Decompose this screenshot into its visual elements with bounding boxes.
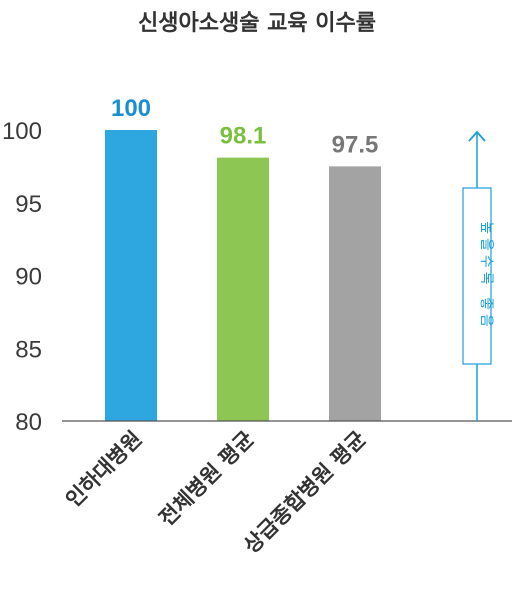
x-tick-label: 인하대병원 xyxy=(61,427,146,512)
y-tick-label: 90 xyxy=(15,264,42,291)
data-label: 100 xyxy=(111,95,151,122)
y-tick-label: 85 xyxy=(15,336,42,363)
data-label: 98.1 xyxy=(220,123,267,150)
bar xyxy=(105,130,157,421)
x-tick-label: 상급종합병원 평균 xyxy=(239,427,370,558)
chart-title: 신생아소생술 교육 이수률 xyxy=(138,11,376,36)
x-tick-label: 전체병원 평균 xyxy=(154,427,258,531)
y-tick-label: 95 xyxy=(15,191,42,218)
y-axis: 80 85 90 95 100 xyxy=(2,118,42,436)
higher-is-better-indicator: 높을수록 좋음 xyxy=(463,132,494,421)
y-tick-label: 80 xyxy=(15,409,42,436)
annotation-text: 높을수록 좋음 xyxy=(478,221,494,331)
bar-series: 100 98.1 97.5 xyxy=(105,95,381,421)
bar xyxy=(217,158,269,421)
y-tick-label: 100 xyxy=(2,118,42,145)
data-label: 97.5 xyxy=(332,131,379,158)
bar xyxy=(329,166,381,421)
